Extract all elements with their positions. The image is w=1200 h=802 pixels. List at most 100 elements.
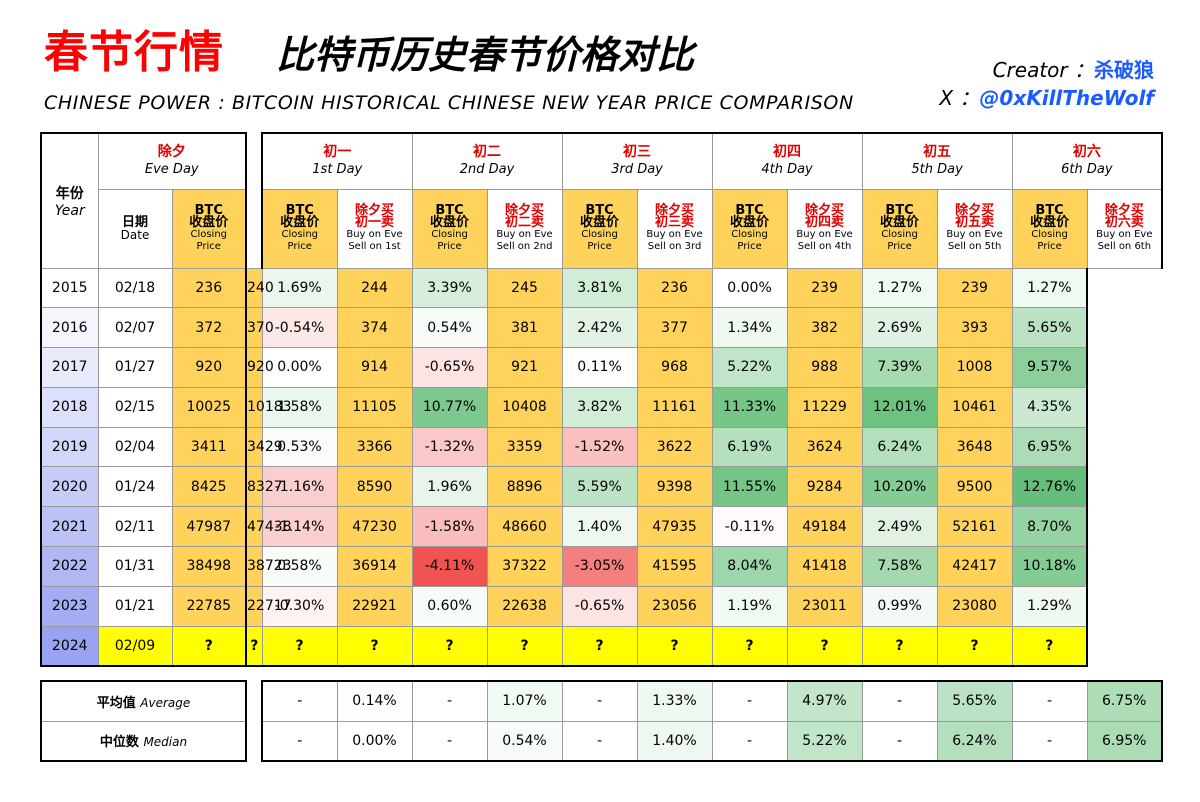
day4-price-cell: 23056 (636, 585, 713, 627)
day3-price-cell: 245 (486, 267, 563, 309)
eve-price-header: BTC 收盘价 Closing Price (171, 188, 247, 269)
day2-price-header: BTC 收盘价 Closing Price (411, 188, 488, 269)
day-header-en: 5th Day (911, 162, 963, 178)
day4-price-cell: 41595 (636, 546, 713, 587)
eve-price-cell: 47987 (171, 506, 247, 548)
return-header-en-a: Buy on Eve (796, 228, 853, 240)
return-header-en-a: Buy on Eve (346, 228, 403, 240)
return-header-en-a: Buy on Eve (946, 228, 1003, 240)
price-header-l2: 收盘价 (430, 214, 470, 230)
price-table: 年份 Year 除夕 Eve Day 初一 1st Day 初二 2nd Day 初三 3rd D… (40, 132, 1164, 667)
day2-return-cell: -0.65% (411, 347, 488, 388)
price-header-en1: Closing (281, 228, 319, 240)
table-row: 2024 02/09????????????? (40, 625, 1162, 667)
day3-return-cell: 3.82% (561, 386, 638, 428)
day6-price-cell: 239 (936, 267, 1013, 309)
page-title: 比特币历史春节价格对比 (276, 33, 695, 77)
day2-return-cell: -1.58% (411, 506, 488, 548)
table-row: 2015 02/18 236 240 1.69% 244 3.39% 245 3.81% 236 0… (40, 267, 1162, 309)
day3-return-header: 除夕买 初三卖 Buy on Eve Sell on 3rd (636, 188, 713, 269)
price-header-en2: Price (196, 240, 221, 252)
stats-price-cell: - (1011, 680, 1088, 722)
day1-price-cell: 3429 (245, 426, 283, 468)
day6-price-cell: 3648 (936, 426, 1013, 468)
day3-price-cell: 48660 (486, 506, 563, 548)
year-cell: 2015 (40, 267, 99, 309)
stats-return-cell: 1.33% (636, 680, 713, 722)
day2-price-cell: 914 (336, 347, 413, 388)
day1-return-cell: -0.30% (261, 585, 338, 627)
day5-return-cell: 7.58% (861, 546, 938, 587)
column-gap (246, 133, 262, 268)
creator-info: Creator ：杀破狼 X ：@0xKillTheWolf (939, 56, 1154, 112)
year-cell: 2020 (40, 466, 99, 508)
day-header-cn: 初五 (923, 144, 952, 161)
day5-return-cell: 0.99% (861, 585, 938, 627)
day6-price-header: BTC 收盘价 Closing Price (1011, 188, 1088, 269)
day2-return-cell: 10.77% (411, 386, 488, 428)
day4-return-cell: 11.33% (711, 386, 788, 428)
day5-return-cell: 7.39% (861, 347, 938, 388)
price-header-l2: 收盘价 (730, 214, 770, 230)
day1-price-cell: 22717 (245, 585, 292, 627)
column-gap (246, 721, 262, 761)
day4-price-cell: 9398 (636, 466, 713, 508)
stats-return-cell: 0.14% (336, 680, 413, 722)
day6-return-cell: ? (1011, 625, 1089, 667)
stats-return-cell: 5.65% (936, 680, 1013, 722)
table-row: 202301/212278522717-0.30%229210.60%22638… (40, 585, 1162, 627)
date-cell: 01/21 (97, 585, 173, 627)
day4-price-cell: 3622 (636, 426, 713, 468)
day1-return-cell: 0.53% (261, 426, 338, 468)
return-header-en-b: Sell on 5th (947, 240, 1002, 252)
day6-return-cell: 10.18% (1011, 546, 1089, 587)
stats-label: 中位数 Median (40, 720, 247, 762)
date-header-cn: 日期 (121, 214, 148, 230)
stats-return-cell: 0.00% (336, 720, 413, 762)
day3-price-cell: 921 (486, 347, 563, 388)
eve-price-cell: 8425 (171, 466, 247, 508)
day5-price-cell: 9284 (786, 466, 863, 508)
day3-price-cell: 8896 (486, 466, 563, 508)
price-header-en2: Price (1037, 240, 1062, 252)
price-header-en1: Closing (190, 228, 228, 240)
x-handle[interactable]: @0xKillTheWolf (979, 86, 1154, 110)
day3-return-cell: 3.81% (561, 267, 638, 309)
column-gap (246, 681, 262, 721)
day1-return-cell: -1.14% (261, 506, 338, 548)
stats-price-cell: - (1011, 720, 1088, 762)
stats-price-cell: - (711, 680, 788, 722)
date-cell: 02/11 (97, 506, 173, 548)
day5-price-cell: 23011 (786, 585, 863, 627)
day-header-3: 初三 3rd Day (561, 132, 713, 190)
eve-price-cell: ? (171, 625, 247, 667)
day2-return-cell: 0.60% (411, 585, 488, 627)
stats-return-cell: 1.07% (486, 680, 563, 722)
stats-label-en: Median (143, 735, 188, 750)
eve-header: 除夕 Eve Day (97, 132, 247, 190)
day5-return-cell: 10.20% (861, 466, 938, 508)
day4-price-cell: ? (636, 625, 713, 667)
title-highlight: 春节行情 (44, 27, 224, 78)
day2-return-cell: 3.39% (411, 267, 488, 309)
year-cell: 2024 (40, 625, 99, 667)
day2-price-cell: 244 (336, 267, 413, 309)
stats-return-cell: 6.75% (1086, 680, 1163, 722)
return-header-b: 初五卖 (955, 214, 995, 230)
day2-return-cell: -4.11% (411, 546, 488, 587)
eve-header-en: Eve Day (144, 162, 199, 178)
day3-return-cell: 2.42% (561, 307, 638, 349)
price-header-l2: 收盘价 (189, 214, 229, 230)
stats-return-cell: 6.24% (936, 720, 1013, 762)
day6-return-cell: 5.65% (1011, 307, 1089, 349)
price-header-en2: Price (887, 240, 912, 252)
price-header-l1: BTC (435, 202, 464, 218)
stats-price-cell: - (861, 680, 938, 722)
day5-price-cell: 41418 (786, 546, 863, 587)
return-header-a: 除夕买 (955, 202, 995, 218)
day4-return-cell: 5.22% (711, 347, 788, 388)
day1-price-cell: 920 (245, 347, 274, 388)
creator-name: 杀破狼 (1094, 58, 1154, 82)
day6-price-cell: 9500 (936, 466, 1013, 508)
return-header-en-b: Sell on 3rd (647, 240, 702, 252)
